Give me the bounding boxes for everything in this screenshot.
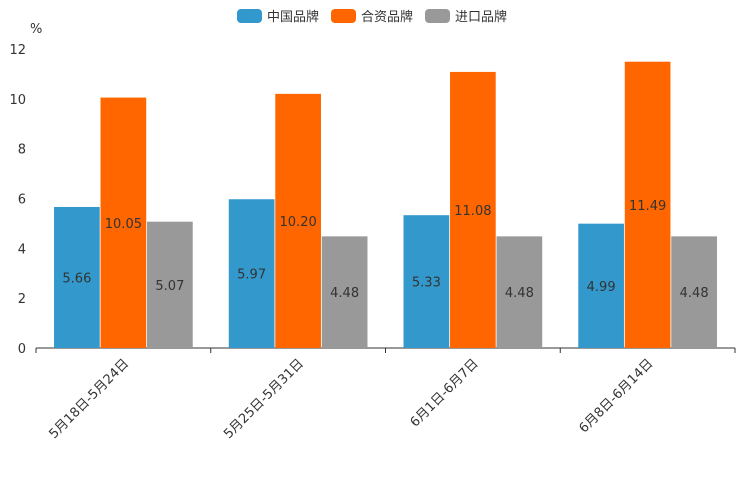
data-label: 10.05 (105, 217, 142, 232)
data-label: 4.48 (680, 286, 709, 301)
legend-swatch-joint-venture-brand (330, 8, 356, 23)
y-tick-label: 8 (18, 143, 26, 158)
x-tick-label: 5月18日-5月24日 (46, 356, 132, 442)
data-label: 4.48 (330, 286, 359, 301)
data-label: 11.08 (454, 204, 491, 219)
y-axis-unit-label: % (30, 22, 42, 37)
x-tick-label: 6月1日-6月7日 (408, 356, 482, 430)
bar (403, 215, 450, 348)
legend-label-china-brand: 中国品牌 (266, 10, 319, 25)
bar (496, 236, 543, 348)
data-label: 5.07 (155, 279, 184, 294)
legend-item-joint-venture-brand[interactable]: 合资品牌 (330, 6, 413, 25)
data-labels: 5.66 10.05 5.07 5.97 10.20 4.48 5.33 11.08 4.48 4… (62, 199, 708, 301)
legend-swatch-import-brand (425, 8, 450, 23)
legend-label-joint-venture-brand: 合资品牌 (360, 10, 413, 25)
data-label: 5.97 (237, 268, 266, 283)
bar (100, 97, 147, 349)
y-tick-label: 10 (9, 93, 26, 108)
bars (54, 61, 717, 349)
x-tick-label: 6月8日-6月14日 (577, 356, 657, 436)
data-label: 5.66 (62, 271, 91, 286)
y-tick-label: 0 (18, 342, 26, 357)
bar (54, 206, 100, 348)
y-tick-label: 12 (9, 43, 26, 58)
bar (321, 236, 368, 348)
y-tick-label: 4 (18, 242, 26, 257)
data-label: 5.33 (412, 276, 441, 291)
legend-swatch-china-brand (236, 8, 262, 23)
data-label: 11.49 (629, 199, 666, 214)
bar (450, 71, 496, 348)
legend-item-import-brand[interactable]: 进口品牌 (425, 6, 507, 25)
legend-item-china-brand[interactable]: 中国品牌 (236, 6, 319, 25)
bar (275, 93, 321, 348)
bar (578, 223, 624, 348)
y-tick-label: 2 (18, 292, 26, 307)
bar (147, 221, 193, 348)
data-label: 4.48 (505, 286, 534, 301)
data-label: 4.99 (587, 280, 616, 295)
data-label: 10.20 (280, 215, 317, 230)
bar (228, 199, 275, 348)
legend: 中国品牌 合资品牌 进口品牌 (0, 6, 744, 25)
x-tick-label: 5月25日-5月31日 (221, 356, 307, 442)
bar (624, 61, 671, 349)
y-tick-label: 6 (18, 193, 26, 208)
bar (671, 236, 717, 348)
legend-label-import-brand: 进口品牌 (455, 10, 508, 25)
